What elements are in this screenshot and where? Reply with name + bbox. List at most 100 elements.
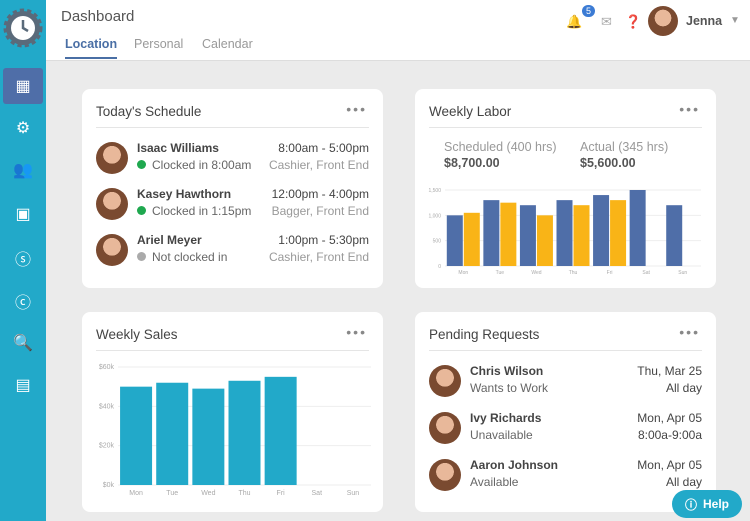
bar[interactable] [666,205,683,266]
back-circle-icon: ⓒ [14,295,31,312]
schedule-row[interactable]: Ariel Meyer Not clocked in 1:00pm - 5:30… [96,232,369,272]
help-button[interactable]: ⓘ Help [672,490,742,518]
bar[interactable] [610,200,627,266]
x-tick-label: Sun [347,490,360,497]
x-tick-label: Tue [496,270,505,276]
bar[interactable] [120,386,153,485]
grid-icon: ▦ [15,78,31,95]
requester-name: Ivy Richards [470,411,542,425]
request-time: All day [665,381,702,395]
bar[interactable] [463,212,480,266]
requester-name: Chris Wilson [470,364,544,378]
sidebar-item-reports[interactable]: ▤ [3,367,43,403]
y-tick-label: $60k [99,364,115,371]
request-time: 8:00a-9:00a [637,428,702,442]
more-icon[interactable]: ••• [679,324,700,340]
request-type: Available [470,475,519,489]
shift-time: 12:00pm - 4:00pm [271,187,369,201]
more-icon[interactable]: ••• [346,101,367,117]
sales-chart: $0k $20k $40k $60k Mon Tue Wed Thu Fri Sat Sun [99,364,371,497]
schedule-card: Today's Schedule ••• Isaac Williams Cloc… [82,89,383,288]
bar[interactable] [264,376,297,485]
request-row[interactable]: Chris Wilson Wants to Work Thu, Mar 25 A… [429,363,702,403]
bar[interactable] [593,195,610,266]
status-dot-icon [137,160,146,169]
more-icon[interactable]: ••• [679,101,700,117]
x-tick-label: Mon [458,270,468,276]
y-tick-label: 1,500 [428,188,441,194]
avatar [429,459,461,491]
bell-icon[interactable]: 🔔 [566,14,583,29]
sales-card: Weekly Sales ••• $0k $20k $40k $60k Mon Tue We… [82,312,383,512]
bar[interactable] [500,202,517,266]
users-icon: 👥 [13,162,33,179]
sidebar-item-time[interactable]: ⓒ [3,283,43,319]
x-tick-label: Thu [238,490,250,497]
sidebar-item-settings[interactable]: ⚙ [3,110,43,146]
avatar[interactable] [648,6,678,36]
sidebar-item-dashboard[interactable]: ▦ [3,68,43,104]
clock-status: Not clocked in [137,250,227,264]
avatar [429,412,461,444]
x-tick-label: Tue [166,490,178,497]
page-title: Dashboard [61,8,135,25]
gear-icon: ⚙ [15,120,31,137]
schedule-row[interactable]: Isaac Williams Clocked in 8:00am 8:00am … [96,140,369,180]
request-row[interactable]: Aaron Johnson Available Mon, Apr 05 All … [429,457,702,497]
help-icon[interactable]: ❓ [625,14,642,29]
request-time: All day [665,475,702,489]
more-icon[interactable]: ••• [346,324,367,340]
bar[interactable] [556,200,573,266]
schedule-row[interactable]: Kasey Hawthorn Clocked in 1:15pm 12:00pm… [96,186,369,226]
bar[interactable] [228,380,261,485]
pending-card: Pending Requests ••• Chris Wilson Wants … [415,312,716,512]
status-dot-icon [137,252,146,261]
tab-calendar[interactable]: Calendar [202,37,253,51]
bar[interactable] [192,388,225,485]
employee-name: Kasey Hawthorn [137,187,232,201]
clock-status: Clocked in 1:15pm [137,204,251,218]
clock-gear-logo-icon[interactable] [3,8,43,48]
avatar [96,188,128,220]
tab-location[interactable]: Location [65,37,118,59]
scheduled-label: Scheduled (400 hrs) [444,140,557,154]
card-title: Weekly Labor [429,104,512,119]
bar[interactable] [536,215,553,266]
bar[interactable] [519,205,536,266]
actual-value: $5,600.00 [580,156,636,170]
avatar [429,365,461,397]
x-tick-label: Sun [678,270,687,276]
card-title: Weekly Sales [96,327,178,342]
sidebar-item-calendar[interactable]: ▣ [3,196,43,232]
user-name[interactable]: Jenna [686,14,723,28]
status-dot-icon [137,206,146,215]
sidebar-item-payroll[interactable]: ⓢ [3,240,43,276]
bar[interactable] [573,205,590,266]
status-text: Not clocked in [152,250,228,264]
y-tick-label: $20k [99,443,115,450]
mail-icon[interactable]: ✉ [601,14,612,29]
sidebar-item-users[interactable]: 👥 [3,152,43,188]
x-tick-label: Thu [569,270,578,276]
request-date: Thu, Mar 25 [637,364,702,378]
employee-name: Isaac Williams [137,141,219,155]
notification-badge: 5 [582,5,596,17]
chevron-down-icon[interactable]: ▼ [730,15,740,26]
y-tick-label: $40k [99,403,115,410]
header: Dashboard Location Personal Calendar 🔔 5… [46,0,750,61]
table-icon: ▤ [15,377,31,394]
shift-role: Bagger, Front End [271,204,369,218]
shift-time: 1:00pm - 5:30pm [278,233,369,247]
tab-personal[interactable]: Personal [134,37,184,51]
bar[interactable] [629,190,646,266]
request-row[interactable]: Ivy Richards Unavailable Mon, Apr 05 8:0… [429,410,702,450]
sidebar: ▦ ⚙ 👥 ▣ ⓢ ⓒ 🔍 ▤ [0,0,46,521]
bar[interactable] [156,382,189,485]
actual-label: Actual (345 hrs) [580,140,669,154]
bar[interactable] [483,200,500,266]
card-title: Pending Requests [429,327,540,342]
request-date: Mon, Apr 05 [637,458,702,472]
bar[interactable] [446,215,463,266]
sidebar-item-search[interactable]: 🔍 [3,325,43,361]
x-tick-label: Fri [607,270,613,276]
